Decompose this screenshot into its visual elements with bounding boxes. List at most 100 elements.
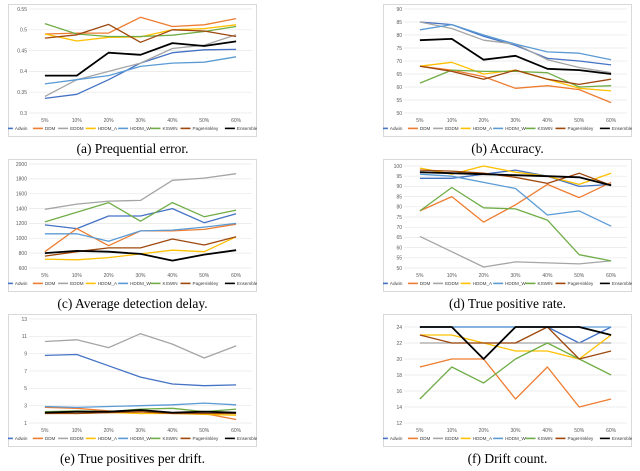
- legend-label-HDDM_W: HDDM_W: [505, 126, 526, 131]
- x-tick-label: 10%: [447, 118, 458, 124]
- legend-label-HDDM_W: HDDM_W: [130, 436, 151, 441]
- y-tick-label: 11: [22, 334, 27, 340]
- y-tick-label: 70: [396, 59, 402, 65]
- legend-label-EDDM: EDDM: [445, 436, 459, 441]
- x-tick-label: 20%: [104, 428, 115, 434]
- series-line-HDDM_W: [44, 222, 237, 242]
- chart-e: 1 3 5 7 9 11 13 5% 10% 20% 30% 40% 50% 60% Adwin DDM EDD…: [8, 314, 257, 467]
- y-tick-label: 7: [24, 369, 27, 375]
- legend-label-PageHinkley: PageHinkley: [193, 281, 219, 286]
- x-tick-label: 50%: [574, 118, 585, 124]
- y-tick-label: 12: [396, 421, 402, 427]
- legend-label-HDDM_W: HDDM_W: [130, 281, 151, 286]
- y-tick-label: 0.4: [20, 69, 27, 75]
- series-line-EDDM: [44, 173, 237, 210]
- legend-label-KSWIN: KSWIN: [538, 126, 553, 131]
- y-tick-label: 0.55: [17, 7, 27, 13]
- legend-label-EDDM: EDDM: [70, 126, 84, 131]
- x-tick-label: 50%: [574, 273, 585, 279]
- chart-c-canvas: 600 800 1000 1200 1400 1600 1800 2000 5% 10% 20% 30…: [8, 159, 257, 292]
- legend-label-HDDM_W: HDDM_W: [130, 126, 151, 131]
- y-tick-label: 14: [396, 405, 402, 411]
- legend-label-Ensemble: Ensemble: [612, 281, 632, 286]
- legend-label-HDDM_A: HDDM_A: [473, 436, 493, 441]
- legend-label-Ensemble: Ensemble: [237, 126, 257, 131]
- y-tick-label: 50: [396, 266, 402, 272]
- y-tick-label: 20: [396, 357, 402, 363]
- legend-label-EDDM: EDDM: [445, 281, 459, 286]
- x-tick-label: 30%: [510, 273, 521, 279]
- legend-label-DDM: DDM: [420, 436, 431, 441]
- x-tick-label: 30%: [135, 273, 146, 279]
- chart-a-caption: (a) Prequential error.: [76, 141, 189, 156]
- series-line-Ensemble: [419, 171, 612, 187]
- legend-label-EDDM: EDDM: [445, 126, 459, 131]
- series-line-Adwin: [44, 353, 237, 387]
- x-tick-label: 40%: [167, 428, 178, 434]
- chart-e-caption: (e) True positives per drift.: [59, 451, 206, 466]
- x-tick-label: 40%: [167, 273, 178, 279]
- y-tick-label: 60: [396, 85, 402, 91]
- legend-label-HDDM_A: HDDM_A: [98, 436, 118, 441]
- series-line-Ensemble: [419, 38, 612, 75]
- x-tick-label: 60%: [231, 273, 242, 279]
- legend-label-Ensemble: Ensemble: [237, 436, 257, 441]
- x-tick-label: 20%: [104, 273, 115, 279]
- x-tick-label: 20%: [104, 118, 115, 124]
- x-tick-label: 5%: [41, 118, 49, 124]
- legend-label-HDDM_A: HDDM_A: [473, 126, 493, 131]
- legend-label-PageHinkley: PageHinkley: [568, 126, 594, 131]
- x-tick-label: 60%: [231, 428, 242, 434]
- legend-label-KSWIN: KSWIN: [538, 436, 553, 441]
- x-tick-label: 10%: [72, 118, 83, 124]
- y-tick-label: 90: [396, 7, 402, 13]
- x-tick-label: 40%: [167, 118, 178, 124]
- series-line-EDDM: [44, 333, 237, 359]
- x-tick-label: 10%: [72, 428, 83, 434]
- chart-d-canvas: 50 55 60 65 70 75 80 85 90 95 100 5% 10% 20% 30% 40% 50%…: [383, 159, 632, 292]
- y-tick-label: 800: [19, 251, 28, 257]
- y-tick-label: 70: [396, 225, 402, 231]
- x-tick-label: 30%: [510, 428, 521, 434]
- chart-a-canvas: 0.3 0.35 0.4 0.45 0.5 0.55 5% 10% 20% 30% 40% 50% 60…: [8, 4, 257, 137]
- series-line-PageHinkley: [44, 411, 237, 415]
- chart-b-panel: 50 55 60 65 70 75 80 85 90 5% 10% 20% 30% 40% 50% 60% Ad…: [383, 4, 632, 137]
- legend-label-DDM: DDM: [420, 281, 431, 286]
- y-tick-label: 24: [396, 325, 402, 331]
- x-tick-label: 5%: [41, 273, 49, 279]
- y-tick-label: 85: [396, 194, 402, 200]
- series-line-PageHinkley: [44, 23, 237, 43]
- chart-f: 12 14 16 18 20 22 24 5% 10% 20% 30% 40% 50% 60% Adwin D…: [383, 314, 632, 467]
- legend-label-HDDM_W: HDDM_W: [505, 281, 526, 286]
- legend-label-Adwin: Adwin: [15, 281, 28, 286]
- y-tick-label: 9: [24, 352, 27, 358]
- series-line-HDDM_W: [44, 402, 237, 409]
- y-tick-label: 5: [24, 386, 27, 392]
- y-tick-label: 100: [394, 164, 403, 170]
- y-tick-label: 85: [396, 20, 402, 26]
- legend-label-Ensemble: Ensemble: [612, 126, 632, 131]
- y-tick-label: 13: [21, 317, 27, 323]
- x-tick-label: 60%: [606, 428, 617, 434]
- x-tick-label: 60%: [231, 118, 242, 124]
- y-tick-label: 60: [396, 245, 402, 251]
- x-tick-label: 50%: [199, 273, 210, 279]
- legend-label-PageHinkley: PageHinkley: [193, 436, 219, 441]
- chart-d-caption: (d) True positive rate.: [449, 296, 566, 311]
- chart-border: [8, 4, 257, 137]
- series-line-HDDM_A: [419, 165, 612, 186]
- x-tick-label: 20%: [479, 118, 490, 124]
- x-tick-label: 50%: [574, 428, 585, 434]
- x-tick-label: 10%: [447, 273, 458, 279]
- series-line-KSWIN: [419, 69, 612, 88]
- series-line-Ensemble: [419, 326, 612, 360]
- chart-f-panel: 12 14 16 18 20 22 24 5% 10% 20% 30% 40% 50% 60% Adwin D…: [383, 314, 632, 447]
- y-tick-label: 80: [396, 205, 402, 211]
- chart-border: [8, 314, 257, 447]
- y-tick-label: 55: [396, 256, 402, 262]
- series-line-Adwin: [419, 169, 612, 188]
- legend-label-DDM: DDM: [45, 281, 56, 286]
- figure-grid: 0.3 0.35 0.4 0.45 0.5 0.55 5% 10% 20% 30% 40% 50% 60…: [8, 4, 632, 469]
- series-line-DDM: [44, 16, 237, 35]
